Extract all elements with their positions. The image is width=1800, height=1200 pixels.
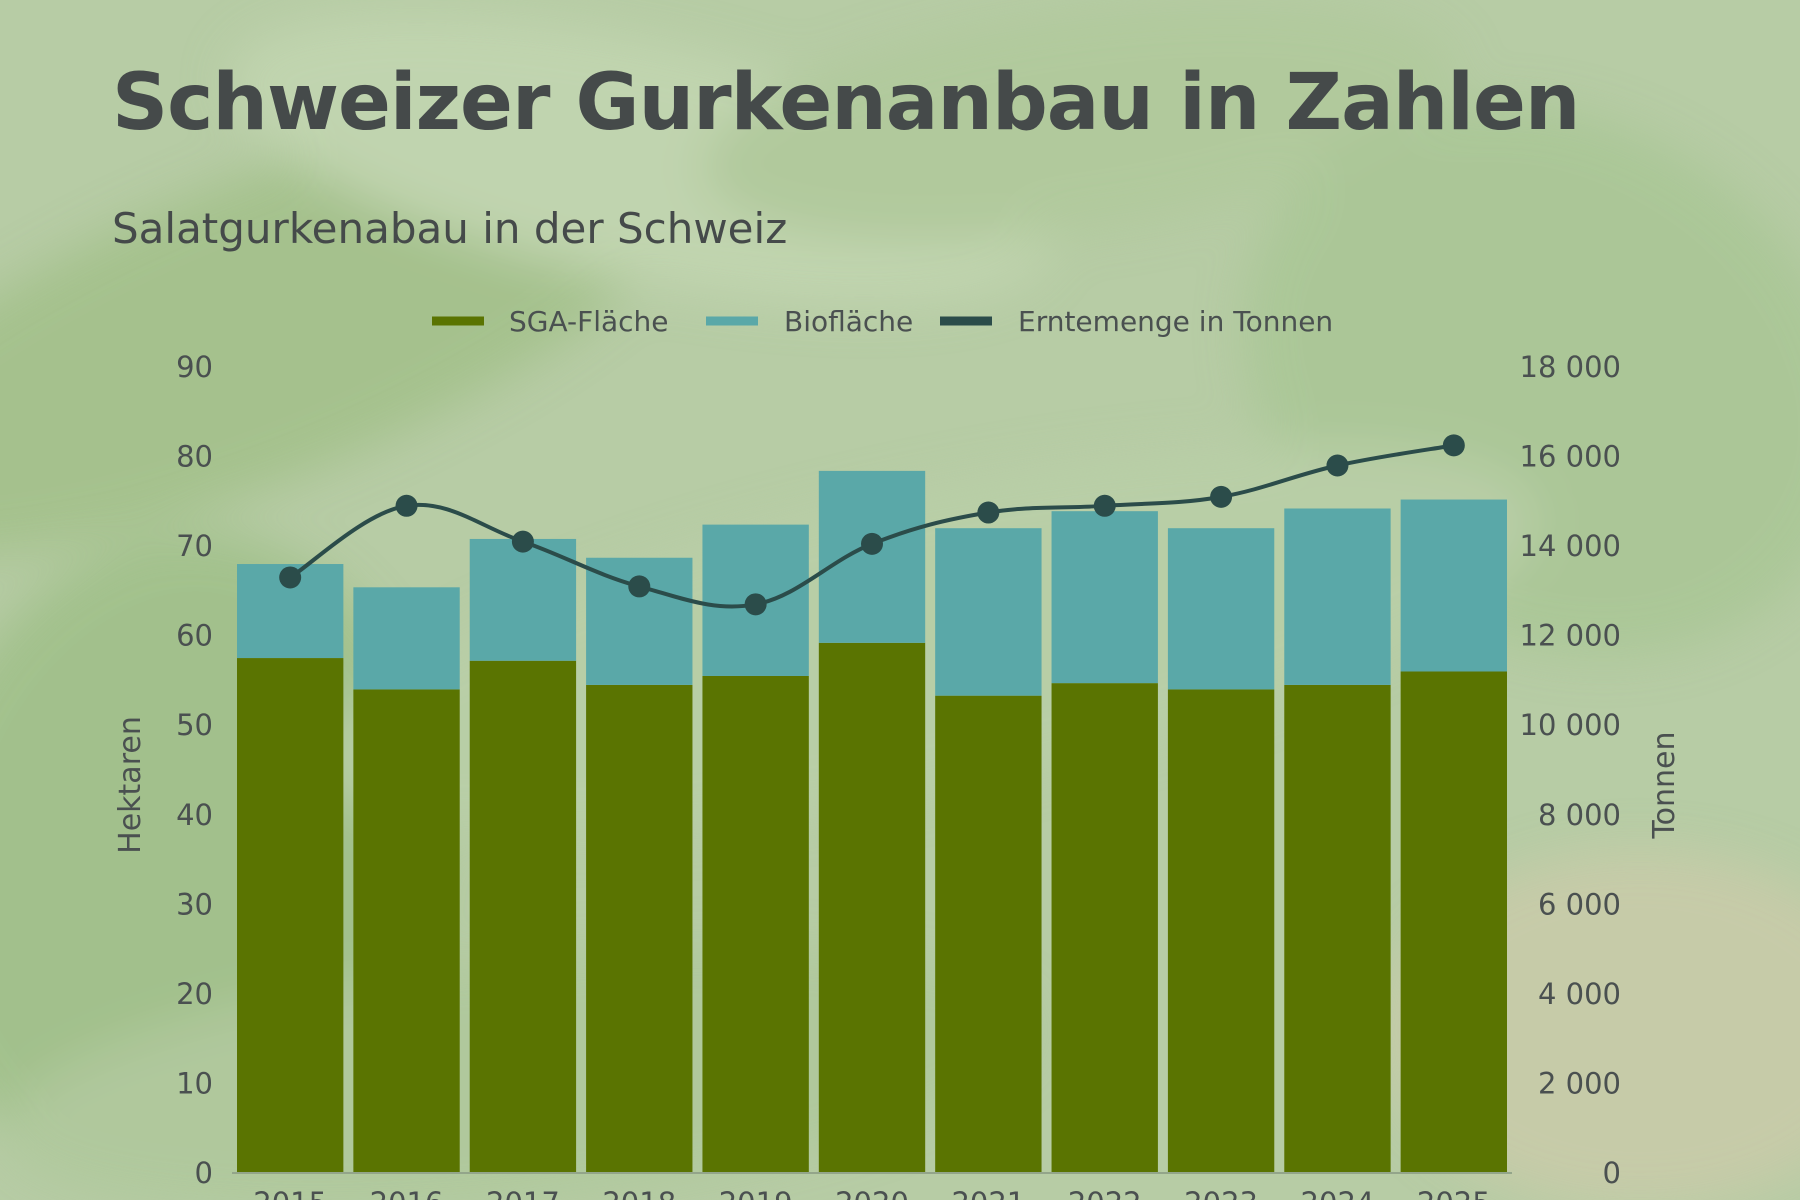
right-axis-tick-label: 16 000 — [1520, 440, 1621, 474]
left-axis-tick-label: 30 — [176, 887, 213, 921]
right-axis-tick-label: 2 000 — [1538, 1066, 1621, 1100]
left-axis-ticks: 0 10 20 30 40 50 60 70 80 90 — [176, 350, 213, 1190]
harvest-point-2017 — [511, 530, 534, 553]
left-axis-tick-label: 50 — [176, 708, 213, 742]
harvest-point-2015 — [279, 566, 302, 589]
harvest-point-2024 — [1326, 454, 1349, 477]
left-axis-tick-label: 60 — [176, 619, 213, 653]
x-axis-tick-label: 2018 — [602, 1186, 676, 1200]
harvest-point-2018 — [628, 575, 651, 598]
right-axis-tick-label: 0 — [1603, 1156, 1621, 1190]
right-axis-ticks: 0 2 000 4 000 6 000 8 000 10 000 12 000 14 000 1… — [1520, 350, 1621, 1190]
bar-sga-2015 — [237, 658, 344, 1173]
x-axis-tick-label: 2025 — [1417, 1186, 1491, 1200]
left-axis-tick-label: 10 — [176, 1066, 213, 1100]
x-axis-tick-label: 2019 — [719, 1186, 793, 1200]
harvest-point-2016 — [395, 494, 418, 517]
right-axis-title: Tonnen — [1647, 731, 1682, 839]
left-axis-tick-label: 80 — [176, 440, 213, 474]
page-title: Schweizer Gurkenanbau in Zahlen — [112, 58, 1580, 148]
bar-sga-2020 — [818, 642, 926, 1173]
chart-subtitle: Salatgurkenabau in der Schweiz — [112, 204, 788, 253]
harvest-point-2023 — [1210, 485, 1233, 508]
legend-label-bio: Biofläche — [784, 305, 913, 338]
x-axis-tick-label: 2023 — [1184, 1186, 1258, 1200]
bar-series-group — [237, 470, 1507, 1173]
bar-bio-2023 — [1167, 528, 1275, 690]
bar-sga-2023 — [1167, 689, 1275, 1173]
x-axis-tick-label: 2021 — [951, 1186, 1025, 1200]
legend-item-harvest: Erntemenge in Tonnen — [940, 305, 1333, 338]
right-axis-tick-label: 10 000 — [1520, 708, 1621, 742]
right-axis-tick-label: 6 000 — [1538, 887, 1621, 921]
bar-sga-2025 — [1400, 671, 1507, 1173]
bar-sga-2021 — [935, 695, 1042, 1173]
left-axis-tick-label: 20 — [176, 977, 213, 1011]
left-axis-tick-label: 40 — [176, 798, 213, 832]
harvest-point-2025 — [1442, 434, 1465, 457]
harvest-point-2021 — [977, 501, 1000, 524]
x-axis-tick-label: 2016 — [370, 1186, 444, 1200]
harvest-point-2020 — [861, 532, 883, 555]
bar-bio-2021 — [935, 528, 1042, 696]
legend-item-bio: Biofläche — [706, 305, 913, 338]
harvest-line-group — [279, 434, 1465, 616]
bar-sga-2018 — [586, 684, 693, 1173]
bar-sga-2016 — [353, 689, 460, 1173]
bar-bio-2025 — [1400, 499, 1507, 672]
legend-item-sga: SGA-Fläche — [432, 305, 669, 338]
left-axis-tick-label: 90 — [176, 350, 213, 384]
bar-sga-2024 — [1284, 684, 1391, 1173]
bar-bio-2020 — [818, 470, 926, 643]
bar-sga-2019 — [702, 675, 809, 1173]
x-axis-tick-label: 2017 — [486, 1186, 560, 1200]
bar-bio-2024 — [1284, 508, 1391, 685]
left-axis-tick-label: 0 — [195, 1156, 213, 1190]
legend-label-harvest: Erntemenge in Tonnen — [1018, 305, 1333, 338]
right-axis-tick-label: 14 000 — [1520, 529, 1621, 563]
x-axis-ticks: 2015 2016 2017 2018 2019 2020 2021 2022 2023 2024… — [253, 1186, 1490, 1200]
left-axis-title: Hektaren — [113, 716, 148, 854]
bar-sga-2022 — [1051, 683, 1158, 1173]
x-axis-tick-label: 2020 — [835, 1186, 909, 1200]
bar-sga-2017 — [469, 660, 577, 1173]
right-axis-tick-label: 4 000 — [1538, 977, 1621, 1011]
right-axis-tick-label: 18 000 — [1520, 350, 1621, 384]
bar-bio-2016 — [353, 587, 460, 690]
legend-label-sga: SGA-Fläche — [509, 305, 669, 338]
chart-legend: SGA-Fläche Biofläche Erntemenge in Tonne… — [432, 305, 1333, 338]
harvest-point-2019 — [744, 593, 767, 616]
right-axis-tick-label: 12 000 — [1520, 619, 1621, 653]
x-axis-tick-label: 2022 — [1068, 1186, 1142, 1200]
left-axis-tick-label: 70 — [176, 529, 213, 563]
x-axis-tick-label: 2024 — [1301, 1186, 1375, 1200]
harvest-point-2022 — [1093, 494, 1116, 517]
bar-bio-2022 — [1051, 511, 1158, 684]
right-axis-tick-label: 8 000 — [1538, 798, 1621, 832]
bar-bio-2017 — [469, 538, 577, 661]
x-axis-tick-label: 2015 — [253, 1186, 327, 1200]
